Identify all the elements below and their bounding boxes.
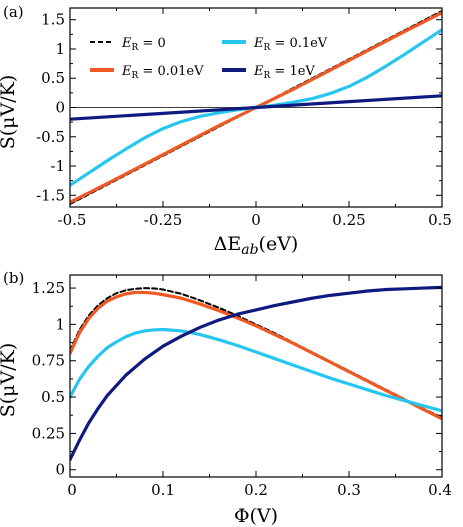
y-tick-label: 1 (55, 40, 65, 58)
panel-b-ylabel: S(μV/K) (0, 343, 19, 418)
panel-a-xlabel: ΔEab(eV) (214, 233, 299, 258)
y-tick-label: -1 (50, 157, 65, 175)
y-tick-label: 0.5 (41, 69, 65, 87)
series-line (70, 285, 442, 462)
legend-item-er001: ER = 0.01eV (90, 64, 204, 81)
y-tick-label: -1.5 (36, 186, 65, 204)
plot-area: -0.5 -0.25 0 0.25 0.5 -1.5 -1 -0.5 0 0.5 1 1.5 (36, 7, 452, 229)
series-group (70, 285, 442, 462)
x-tick-label: -0.25 (144, 211, 182, 229)
legend-item-er0: ER = 0 (90, 36, 166, 53)
series-line (70, 94, 442, 121)
plot-area: 0 0.1 0.2 0.3 0.4 0 0.25 0.5 0.75 1 1.25 (32, 274, 452, 499)
y-tick-label: 1.25 (32, 279, 65, 297)
legend-item-er1: ER = 1eV (222, 64, 315, 81)
y-tick-label: 0 (55, 99, 65, 117)
x-tick-label: 0.5 (428, 211, 452, 229)
series-group (70, 9, 442, 206)
x-tick-label: 0.2 (244, 481, 268, 499)
legend-item-er01: ER = 0.1eV (222, 36, 328, 53)
x-tick-label: 0.4 (428, 481, 452, 499)
panel-b-tag: (b) (3, 269, 24, 287)
x-tick-label: 0.25 (332, 211, 365, 229)
x-tick-label: 0.3 (337, 481, 361, 499)
y-tick-label: 1.5 (41, 11, 65, 29)
legend-label: ER = 0.01eV (121, 64, 204, 81)
legend-label: ER = 1eV (253, 64, 315, 81)
legend: ER = 0 ER = 0.01eV ER = 0.1eV ER = 1eV (90, 36, 328, 81)
x-tick-label: 0 (67, 481, 77, 499)
series-line (70, 290, 442, 421)
panel-a: -0.5 -0.25 0 0.25 0.5-1.5-1-0.500.511.5 (a) … (0, 3, 452, 258)
x-tick-label: -0.5 (58, 211, 87, 229)
y-tick-label: 0.75 (32, 352, 65, 370)
y-tick-label: 1 (55, 315, 65, 333)
x-tick-label: 0 (251, 211, 261, 229)
panel-b: 0 0.1 0.2 0.3 0.4 0 0.25 0.5 0.75 1 1.25 (b) S(μV/… (0, 269, 452, 527)
panel-b-xlabel: Φ(V) (234, 505, 278, 527)
legend-label: ER = 0.1eV (253, 36, 328, 53)
y-tick-label: 0 (55, 461, 65, 479)
y-tick-label: 0.5 (41, 388, 65, 406)
legend-label: ER = 0 (121, 36, 166, 53)
series-line (70, 327, 442, 413)
panel-a-ylabel: S(μV/K) (0, 75, 19, 150)
panel-a-tag: (a) (3, 3, 24, 21)
x-tick-label: 0.1 (151, 481, 175, 499)
y-tick-label: -0.5 (36, 128, 65, 146)
y-tick-label: 0.25 (32, 424, 65, 442)
